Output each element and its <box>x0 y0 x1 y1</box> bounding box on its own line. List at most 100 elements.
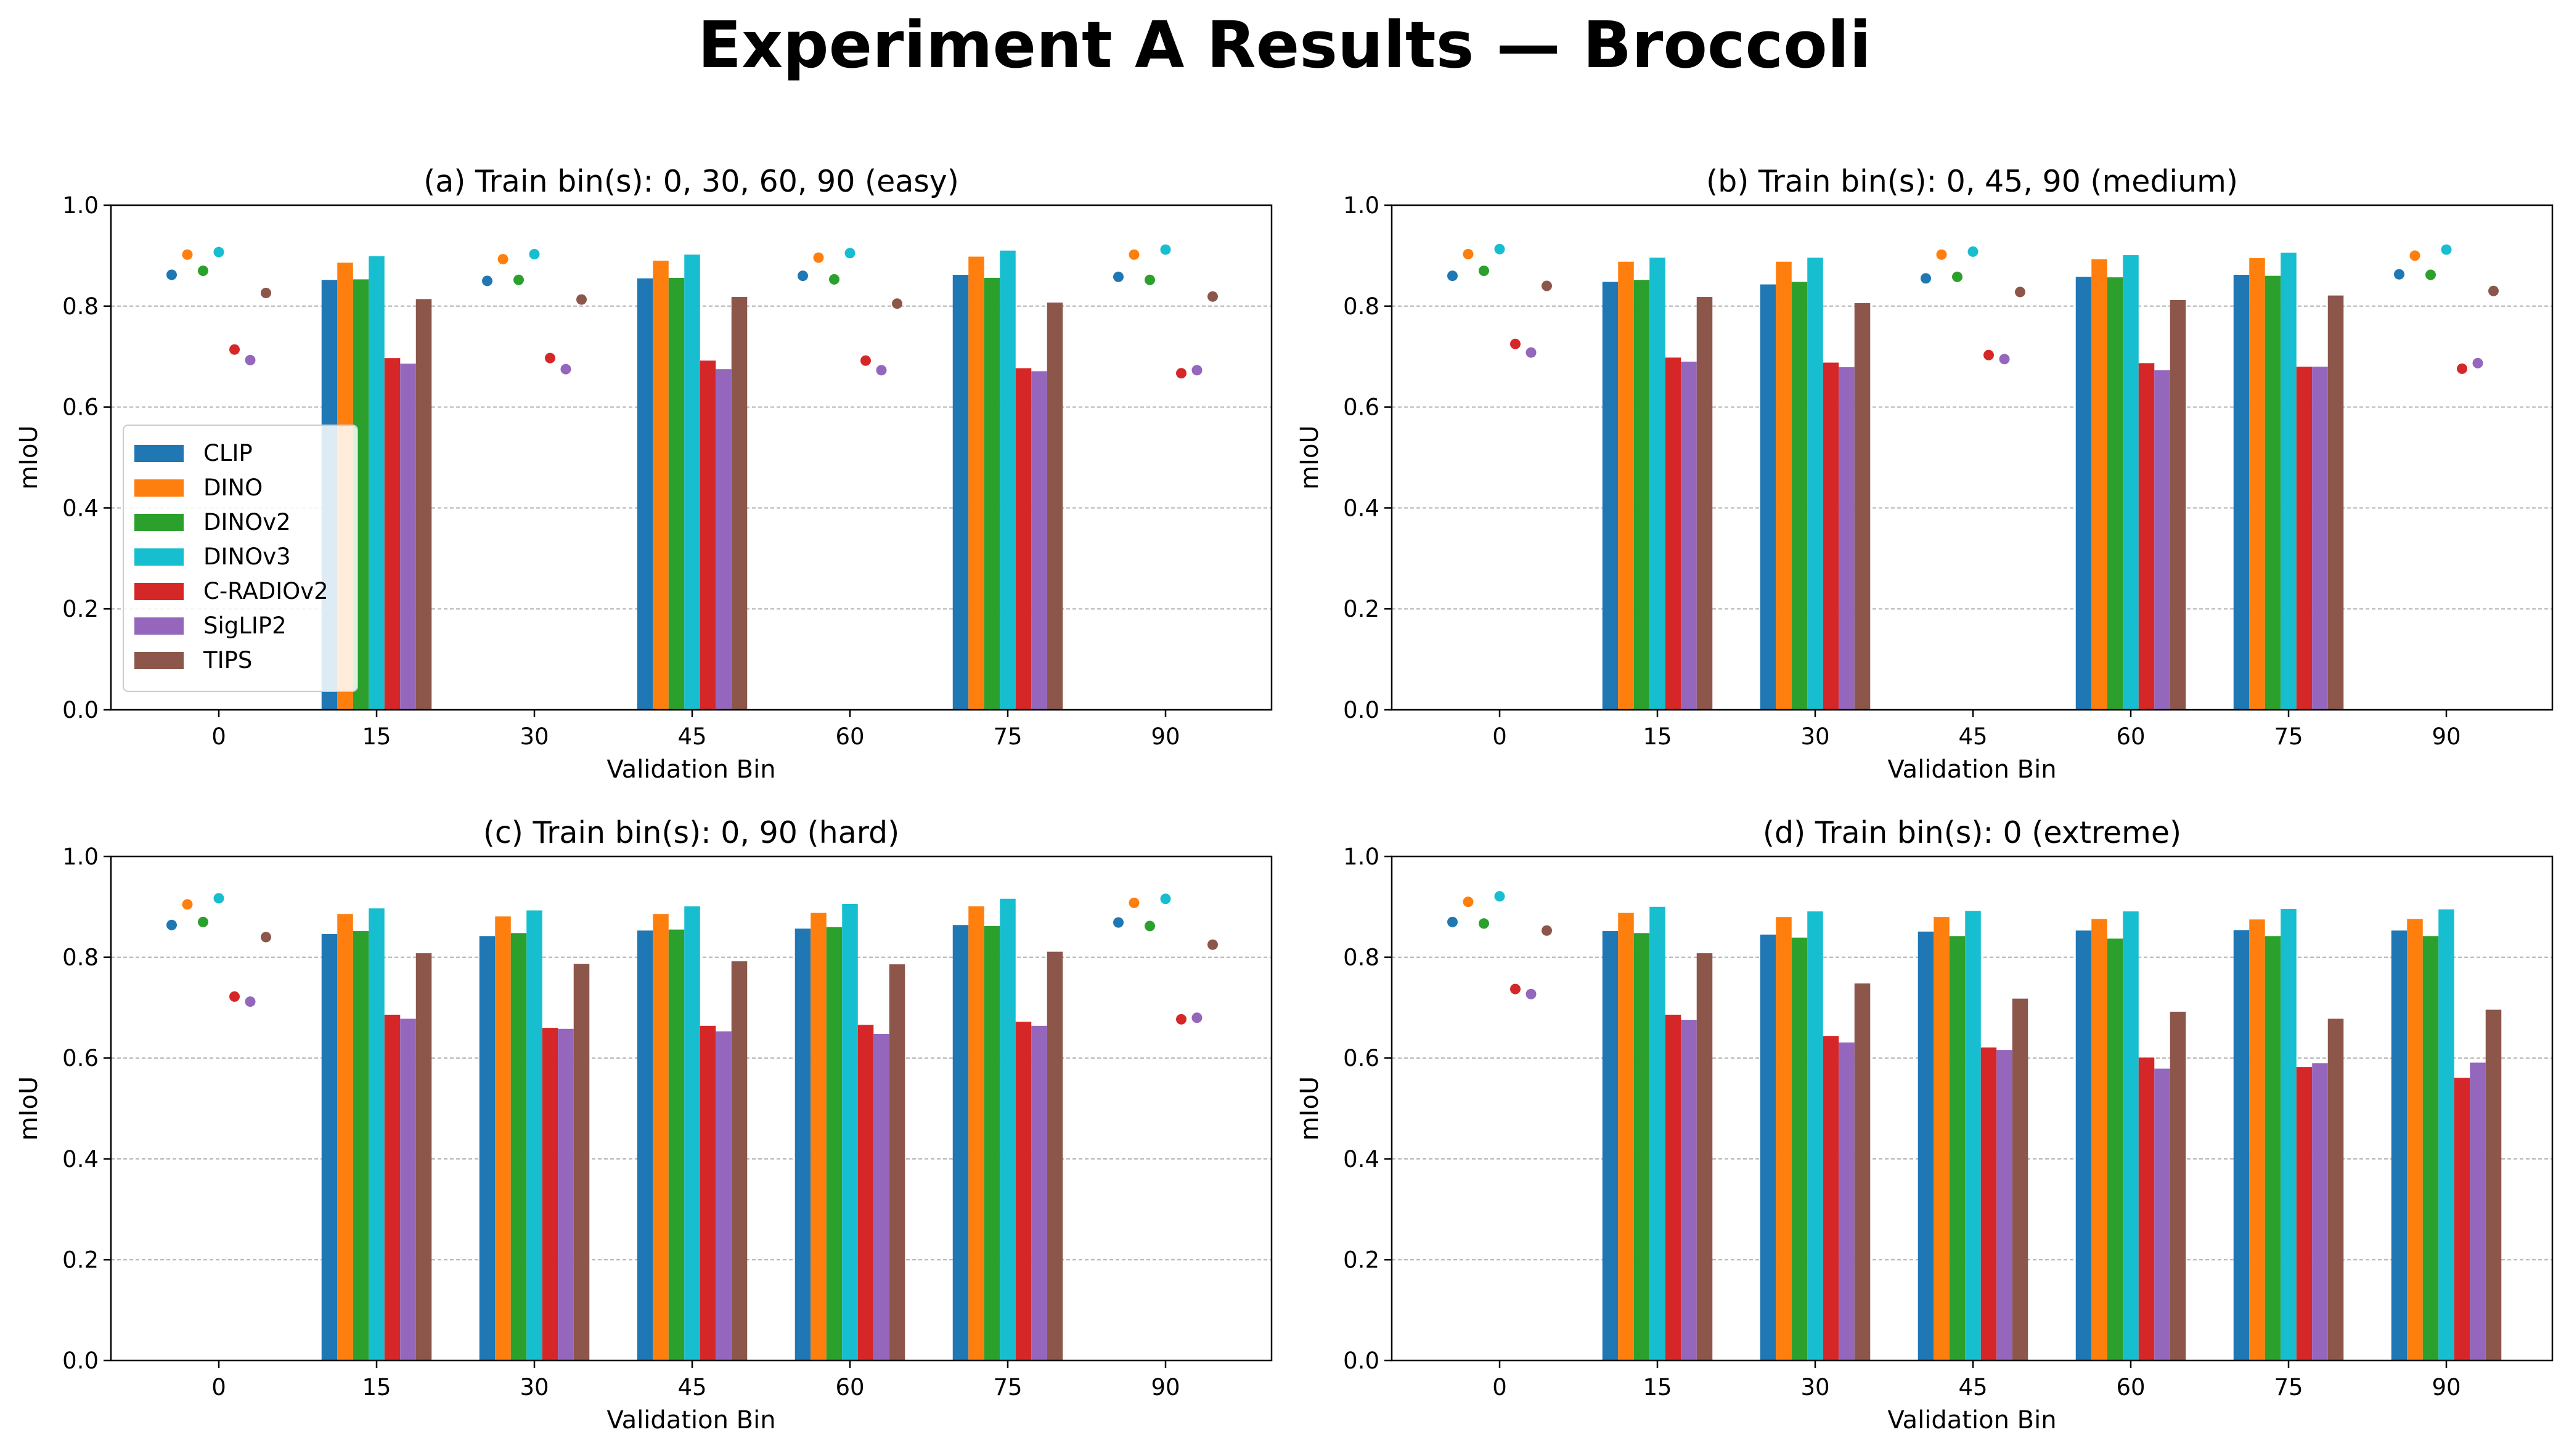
data-point <box>1525 988 1537 999</box>
bar <box>495 916 511 1360</box>
x-tick-label: 15 <box>362 723 391 750</box>
bar <box>968 256 984 710</box>
bar <box>1760 284 1776 710</box>
data-point <box>1479 265 1489 276</box>
y-tick-label: 0.2 <box>1343 1247 1379 1273</box>
bar <box>1949 936 1966 1360</box>
subplot-title: (b) Train bin(s): 0, 45, 90 (medium) <box>1706 164 2238 199</box>
data-point <box>2394 269 2404 280</box>
data-point <box>1542 280 1552 291</box>
data-point <box>1494 243 1505 254</box>
axes-frame <box>110 855 1273 1362</box>
data-point <box>798 270 808 282</box>
bar <box>700 360 716 710</box>
bar <box>2233 275 2250 710</box>
data-point <box>1207 939 1218 950</box>
bar <box>716 1031 732 1360</box>
data-point <box>1113 917 1124 928</box>
bar <box>2249 258 2265 710</box>
x-tick-label: 30 <box>1800 1374 1829 1401</box>
bar <box>1980 1047 1997 1360</box>
legend-swatch <box>134 514 184 531</box>
subplot-title: (a) Train bin(s): 0, 30, 60, 90 (easy) <box>423 164 959 199</box>
bar <box>1934 917 1950 1360</box>
subplot-a: 0.0 0.2 0.4 0.6 0.8 1.0 0 15 30 45 60 75 90 (a) Train… <box>15 164 1273 784</box>
bar <box>1823 1036 1839 1360</box>
data-point <box>2409 250 2420 261</box>
bar <box>2138 1057 2155 1360</box>
axes-frame <box>1391 204 2554 711</box>
bar <box>2327 295 2344 710</box>
bar <box>1854 983 1871 1360</box>
bar <box>2454 1078 2470 1360</box>
legend-swatch <box>134 445 184 462</box>
bar <box>968 906 984 1360</box>
bar <box>1681 1020 1697 1360</box>
data-point <box>844 248 856 259</box>
x-tick-label: 90 <box>2432 723 2461 750</box>
x-tick-label: 60 <box>835 1374 864 1401</box>
data-point <box>1191 365 1203 376</box>
subplot-title: (c) Train bin(s): 0, 90 (hard) <box>483 815 899 850</box>
bar <box>731 961 748 1360</box>
bar <box>2391 930 2408 1360</box>
bar <box>684 254 700 710</box>
y-tick-label: 0.4 <box>1343 495 1379 521</box>
bar <box>1015 368 1032 710</box>
bar <box>857 1025 874 1360</box>
data-point <box>2441 244 2452 255</box>
bar <box>2470 1062 2486 1360</box>
bar <box>826 927 843 1360</box>
data-point <box>2488 285 2499 296</box>
bar <box>369 908 385 1360</box>
data-point <box>2472 357 2483 368</box>
bar <box>1031 371 1047 710</box>
y-tick-label: 0.2 <box>62 596 99 622</box>
data-point <box>245 354 256 365</box>
data-point <box>1510 983 1521 994</box>
bar <box>731 297 748 710</box>
x-tick-label: 45 <box>1958 1374 1987 1401</box>
bar <box>2107 938 2123 1360</box>
legend-label: DINOv3 <box>203 543 291 570</box>
y-tick-label: 1.0 <box>62 844 99 870</box>
bar <box>1015 1022 1032 1360</box>
data-point <box>1176 368 1186 379</box>
data-point <box>529 248 540 259</box>
bar <box>1602 282 1619 710</box>
bar <box>2422 936 2439 1360</box>
y-tick-label: 0.4 <box>62 495 99 521</box>
bar <box>1823 362 1839 710</box>
subplot-d: 0.0 0.2 0.4 0.6 0.8 1.0 0 15 30 45 60 75 90 (d) Train… <box>1296 815 2554 1434</box>
legend-label: DINOv2 <box>203 509 291 535</box>
bar <box>2265 275 2281 710</box>
legend-label: SigLIP2 <box>203 612 287 639</box>
x-tick-label: 0 <box>211 1374 226 1401</box>
bar <box>2296 367 2313 710</box>
data-point <box>1191 1012 1203 1023</box>
bar <box>1918 931 1934 1360</box>
bar <box>415 299 432 710</box>
data-point <box>1160 244 1171 255</box>
axes-frame <box>1391 855 2554 1362</box>
bar <box>1047 951 1063 1360</box>
data-point <box>1936 249 1947 260</box>
bar <box>1633 280 1650 710</box>
bar <box>2012 998 2028 1360</box>
data-point <box>1129 249 1140 260</box>
bar <box>2091 919 2107 1360</box>
bar <box>668 277 685 710</box>
legend-swatch <box>134 548 184 566</box>
data-point <box>261 288 271 299</box>
bar <box>2233 930 2250 1360</box>
bar <box>2281 909 2297 1360</box>
bar <box>400 1019 416 1360</box>
bar <box>1791 937 1808 1360</box>
data-point <box>245 996 256 1007</box>
y-axis-label: mIoU <box>15 1076 43 1141</box>
y-tick-label: 1.0 <box>1343 844 1379 870</box>
y-tick-label: 0.8 <box>1343 293 1379 320</box>
y-tick-label: 0.8 <box>62 293 99 320</box>
x-tick-label: 15 <box>362 1374 391 1401</box>
x-tick-label: 45 <box>677 723 706 750</box>
